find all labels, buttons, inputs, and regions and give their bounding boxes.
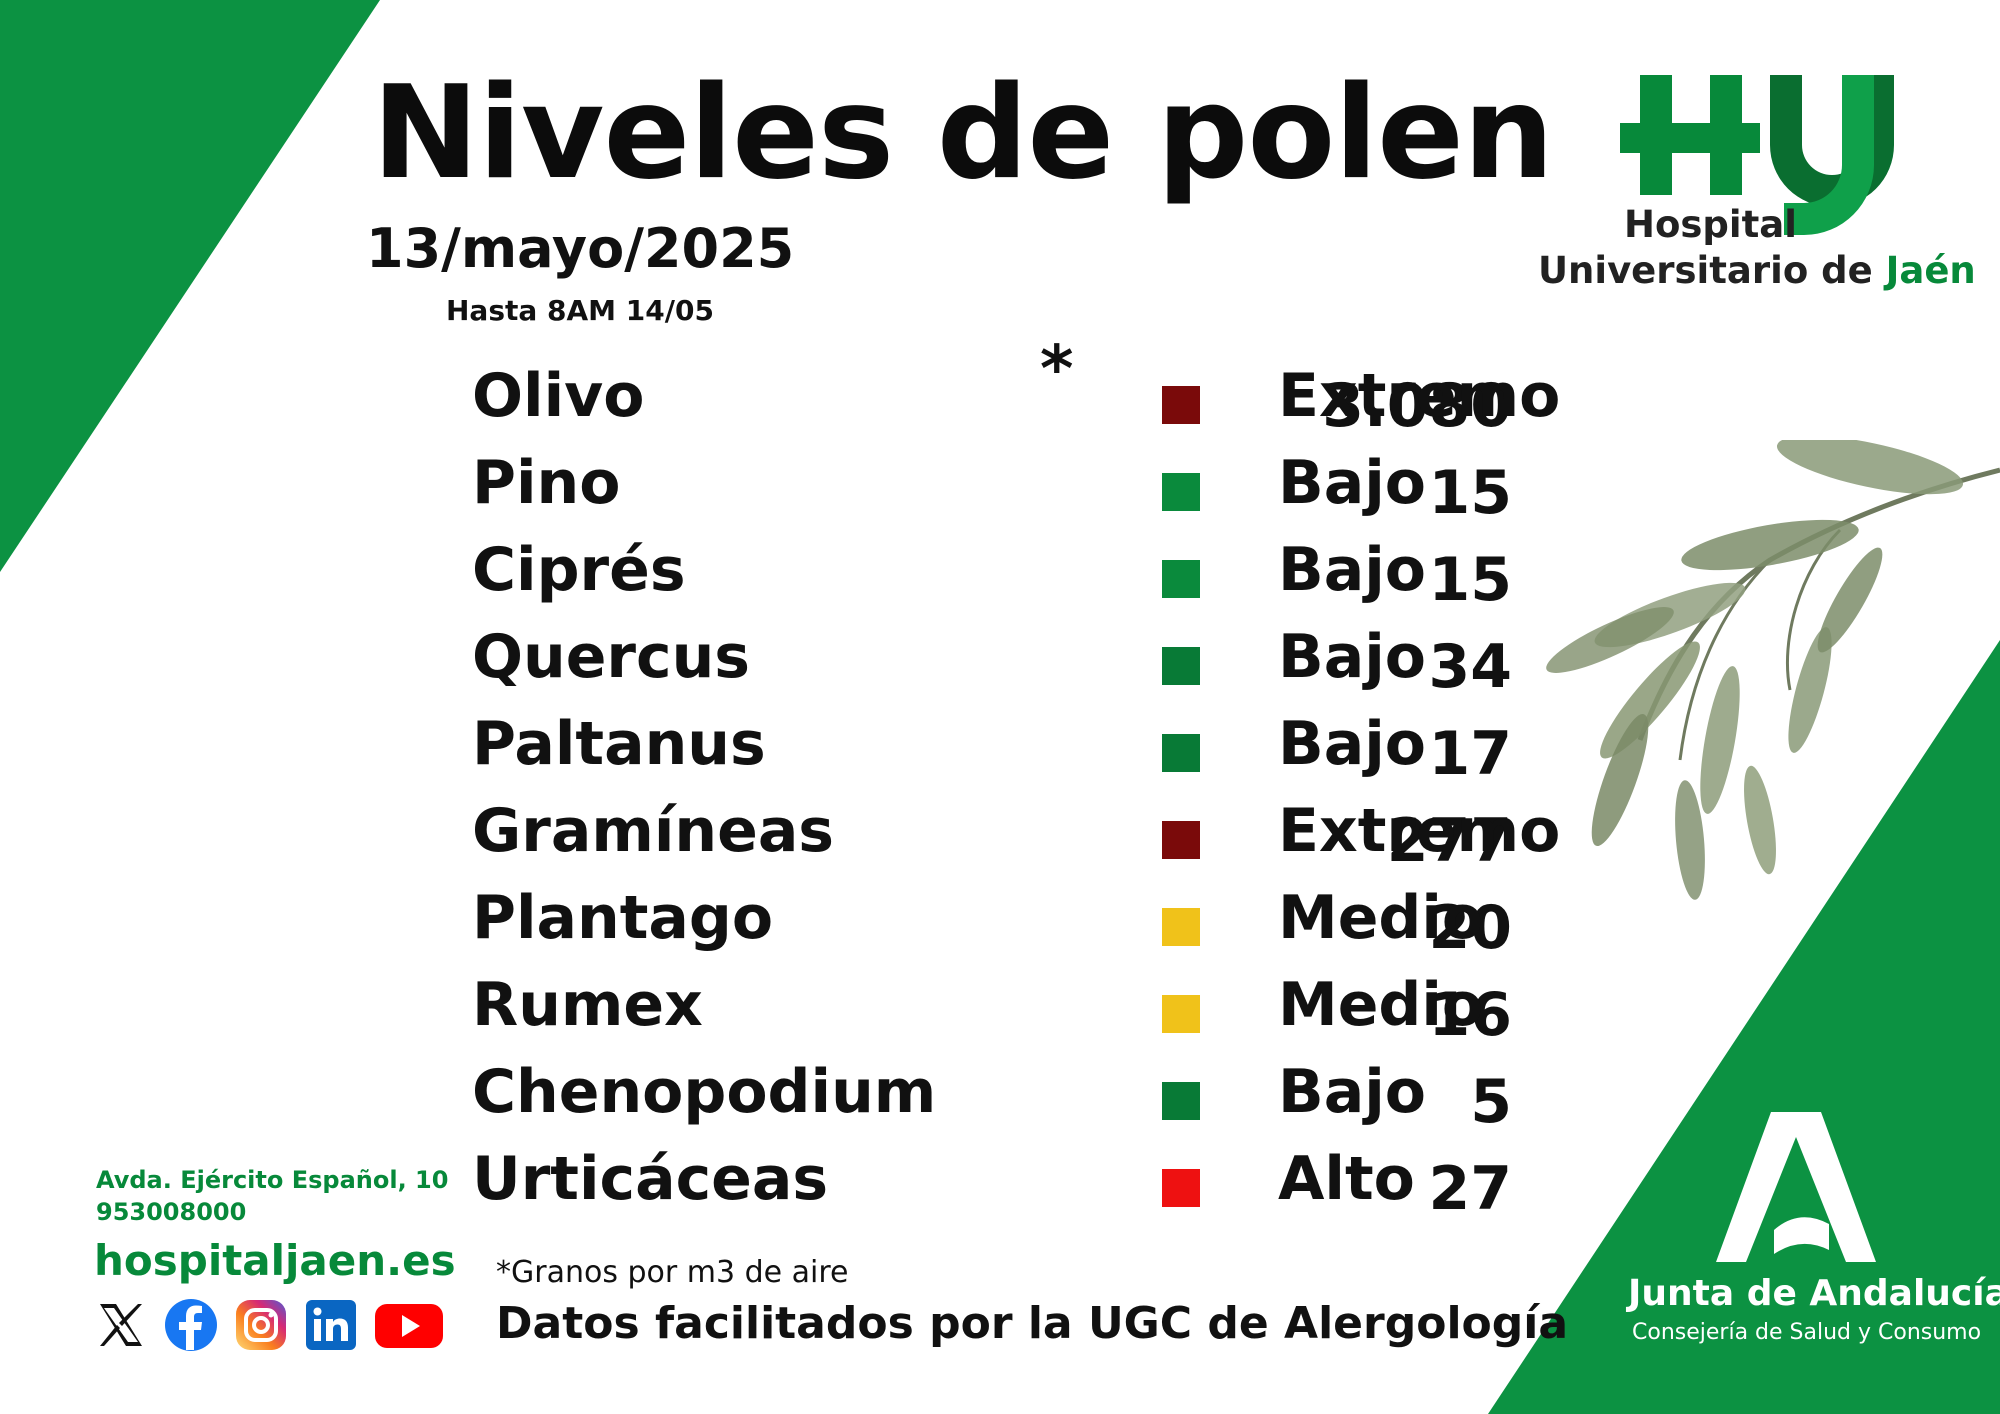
pollen-value: 16 bbox=[1428, 980, 1513, 1050]
hospital-name-line2: Universitario de Jaén bbox=[1538, 252, 1976, 289]
pollen-row-pino: Pino 15 Bajo bbox=[472, 453, 1572, 539]
report-date: 13/mayo/2025 bbox=[366, 217, 795, 280]
hospital-logo-icon bbox=[1620, 75, 1894, 235]
pollen-name: Olivo bbox=[472, 361, 645, 431]
pollen-row-chenopodium: Chenopodium 5 Bajo bbox=[472, 1062, 1572, 1148]
level-color-swatch bbox=[1162, 473, 1200, 511]
pollen-name: Quercus bbox=[472, 622, 750, 692]
pollen-value: 277 bbox=[1386, 806, 1512, 876]
hospital-name-line1: Hospital bbox=[1624, 203, 1797, 246]
pollen-name: Rumex bbox=[472, 970, 703, 1040]
junta-name: Junta de Andalucía bbox=[1628, 1273, 2000, 1314]
pollen-row-cipres: Ciprés 15 Bajo bbox=[472, 540, 1572, 626]
x-icon[interactable] bbox=[94, 1298, 148, 1352]
level-color-swatch bbox=[1162, 734, 1200, 772]
pollen-value: 3.080 bbox=[1322, 371, 1512, 441]
page-title: Niveles de polen bbox=[372, 59, 1554, 208]
level-color-swatch bbox=[1162, 908, 1200, 946]
level-color-swatch bbox=[1162, 1169, 1200, 1207]
pollen-name: Paltanus bbox=[472, 709, 766, 779]
pollen-level: Alto bbox=[1278, 1144, 1415, 1214]
junta-andalucia-logo-icon bbox=[1716, 1112, 1876, 1262]
level-color-swatch bbox=[1162, 995, 1200, 1033]
level-color-swatch bbox=[1162, 560, 1200, 598]
junta-department: Consejería de Salud y Consumo bbox=[1632, 1320, 1982, 1345]
instagram-icon[interactable] bbox=[234, 1298, 288, 1352]
pollen-level: Bajo bbox=[1278, 709, 1427, 779]
valid-until: Hasta 8AM 14/05 bbox=[446, 294, 714, 327]
contact-info: Avda. Ejército Español, 10 953008000 bbox=[96, 1164, 448, 1229]
linkedin-icon[interactable] bbox=[304, 1298, 358, 1352]
units-note: *Granos por m3 de aire bbox=[496, 1255, 849, 1290]
level-color-swatch bbox=[1162, 821, 1200, 859]
pollen-level: Bajo bbox=[1278, 622, 1427, 692]
facebook-icon[interactable] bbox=[164, 1298, 218, 1352]
level-color-swatch bbox=[1162, 1082, 1200, 1120]
pollen-name: Chenopodium bbox=[472, 1057, 937, 1127]
youtube-icon[interactable] bbox=[374, 1298, 444, 1352]
pollen-level: Bajo bbox=[1278, 448, 1427, 518]
pollen-value: 27 bbox=[1428, 1154, 1513, 1224]
pollen-value: 17 bbox=[1428, 719, 1513, 789]
top-left-green-band bbox=[0, 0, 380, 572]
pollen-level: Bajo bbox=[1278, 535, 1427, 605]
address: Avda. Ejército Español, 10 bbox=[96, 1166, 449, 1194]
bottom-right-green-band bbox=[1488, 640, 2000, 1414]
pollen-level: Extremo bbox=[1278, 796, 1561, 866]
pollen-value: 15 bbox=[1428, 458, 1513, 528]
hospital-name-part: Universitario de bbox=[1538, 249, 1886, 292]
pollen-name: Plantago bbox=[472, 883, 774, 953]
pollen-name: Urticáceas bbox=[472, 1144, 829, 1214]
pollen-value: 15 bbox=[1428, 545, 1513, 615]
pollen-row-olivo: Olivo 3.080 Extremo bbox=[472, 366, 1572, 452]
pollen-value: 34 bbox=[1428, 632, 1513, 702]
pollen-row-rumex: Rumex 16 Medio bbox=[472, 975, 1572, 1061]
pollen-name: Pino bbox=[472, 448, 621, 518]
pollen-level: Medio bbox=[1278, 970, 1484, 1040]
level-color-swatch bbox=[1162, 647, 1200, 685]
source-note: Datos facilitados por la UGC de Alergolo… bbox=[496, 1298, 1569, 1349]
pollen-value: 20 bbox=[1428, 893, 1513, 963]
pollen-level: Extremo bbox=[1278, 361, 1561, 431]
pollen-value: 5 bbox=[1470, 1067, 1512, 1137]
units-asterisk: * bbox=[1040, 333, 1074, 407]
level-color-swatch bbox=[1162, 386, 1200, 424]
olive-branch-illustration bbox=[1546, 440, 2000, 900]
pollen-row-urticaceas: Urticáceas 27 Alto bbox=[472, 1149, 1572, 1235]
pollen-level: Bajo bbox=[1278, 1057, 1427, 1127]
pollen-row-quercus: Quercus 34 Bajo bbox=[472, 627, 1572, 713]
social-links bbox=[94, 1298, 444, 1352]
pollen-row-gramineas: Gramíneas 277 Extremo bbox=[472, 801, 1572, 887]
website-link[interactable]: hospitaljaen.es bbox=[94, 1236, 456, 1285]
pollen-name: Gramíneas bbox=[472, 796, 835, 866]
hospital-city: Jaén bbox=[1885, 249, 1976, 292]
pollen-row-plantago: Plantago 20 Medio bbox=[472, 888, 1572, 974]
pollen-level: Medio bbox=[1278, 883, 1484, 953]
pollen-name: Ciprés bbox=[472, 535, 686, 605]
phone: 953008000 bbox=[96, 1198, 247, 1227]
pollen-row-paltanus: Paltanus 17 Bajo bbox=[472, 714, 1572, 800]
